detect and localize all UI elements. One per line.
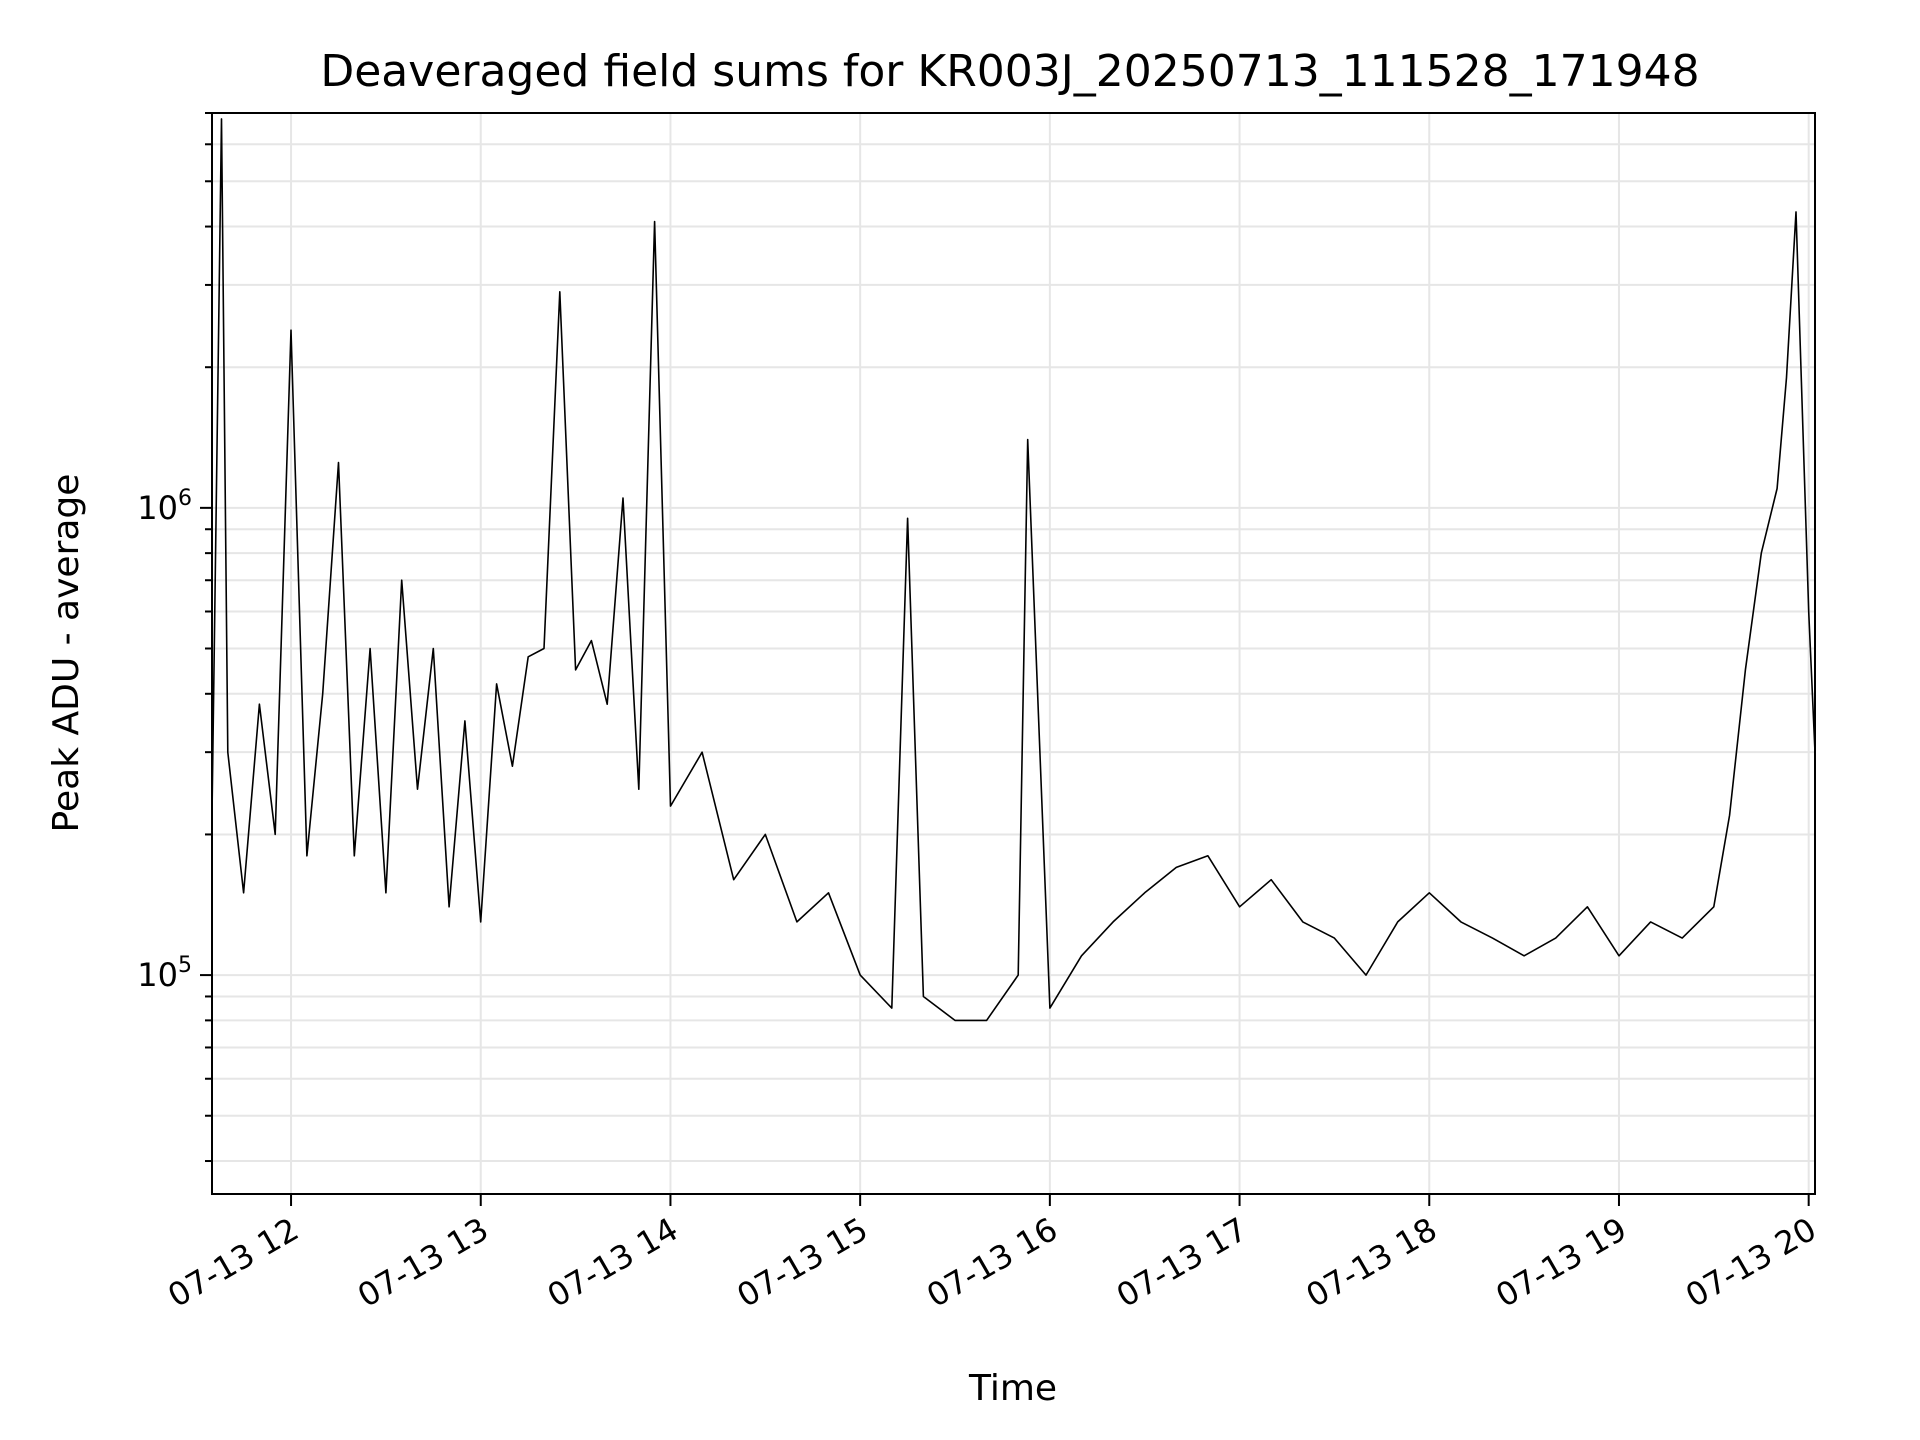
y-axis-label: Peak ADU - average [46,474,87,833]
y-tick-label: 105 [137,953,192,994]
y-tick-exponent: 6 [178,486,192,511]
y-tick-base: 10 [137,489,178,527]
y-tick-exponent: 5 [178,953,192,978]
y-tick-base: 10 [137,956,178,994]
series-layer [211,118,1816,1022]
y-tick-label: 106 [137,486,192,527]
chart-title: Deaveraged field sums for KR003J_2025071… [320,46,1699,97]
x-axis-label: Time [968,1368,1057,1409]
plot-frame [211,112,1816,1195]
series-line [211,118,1816,1022]
